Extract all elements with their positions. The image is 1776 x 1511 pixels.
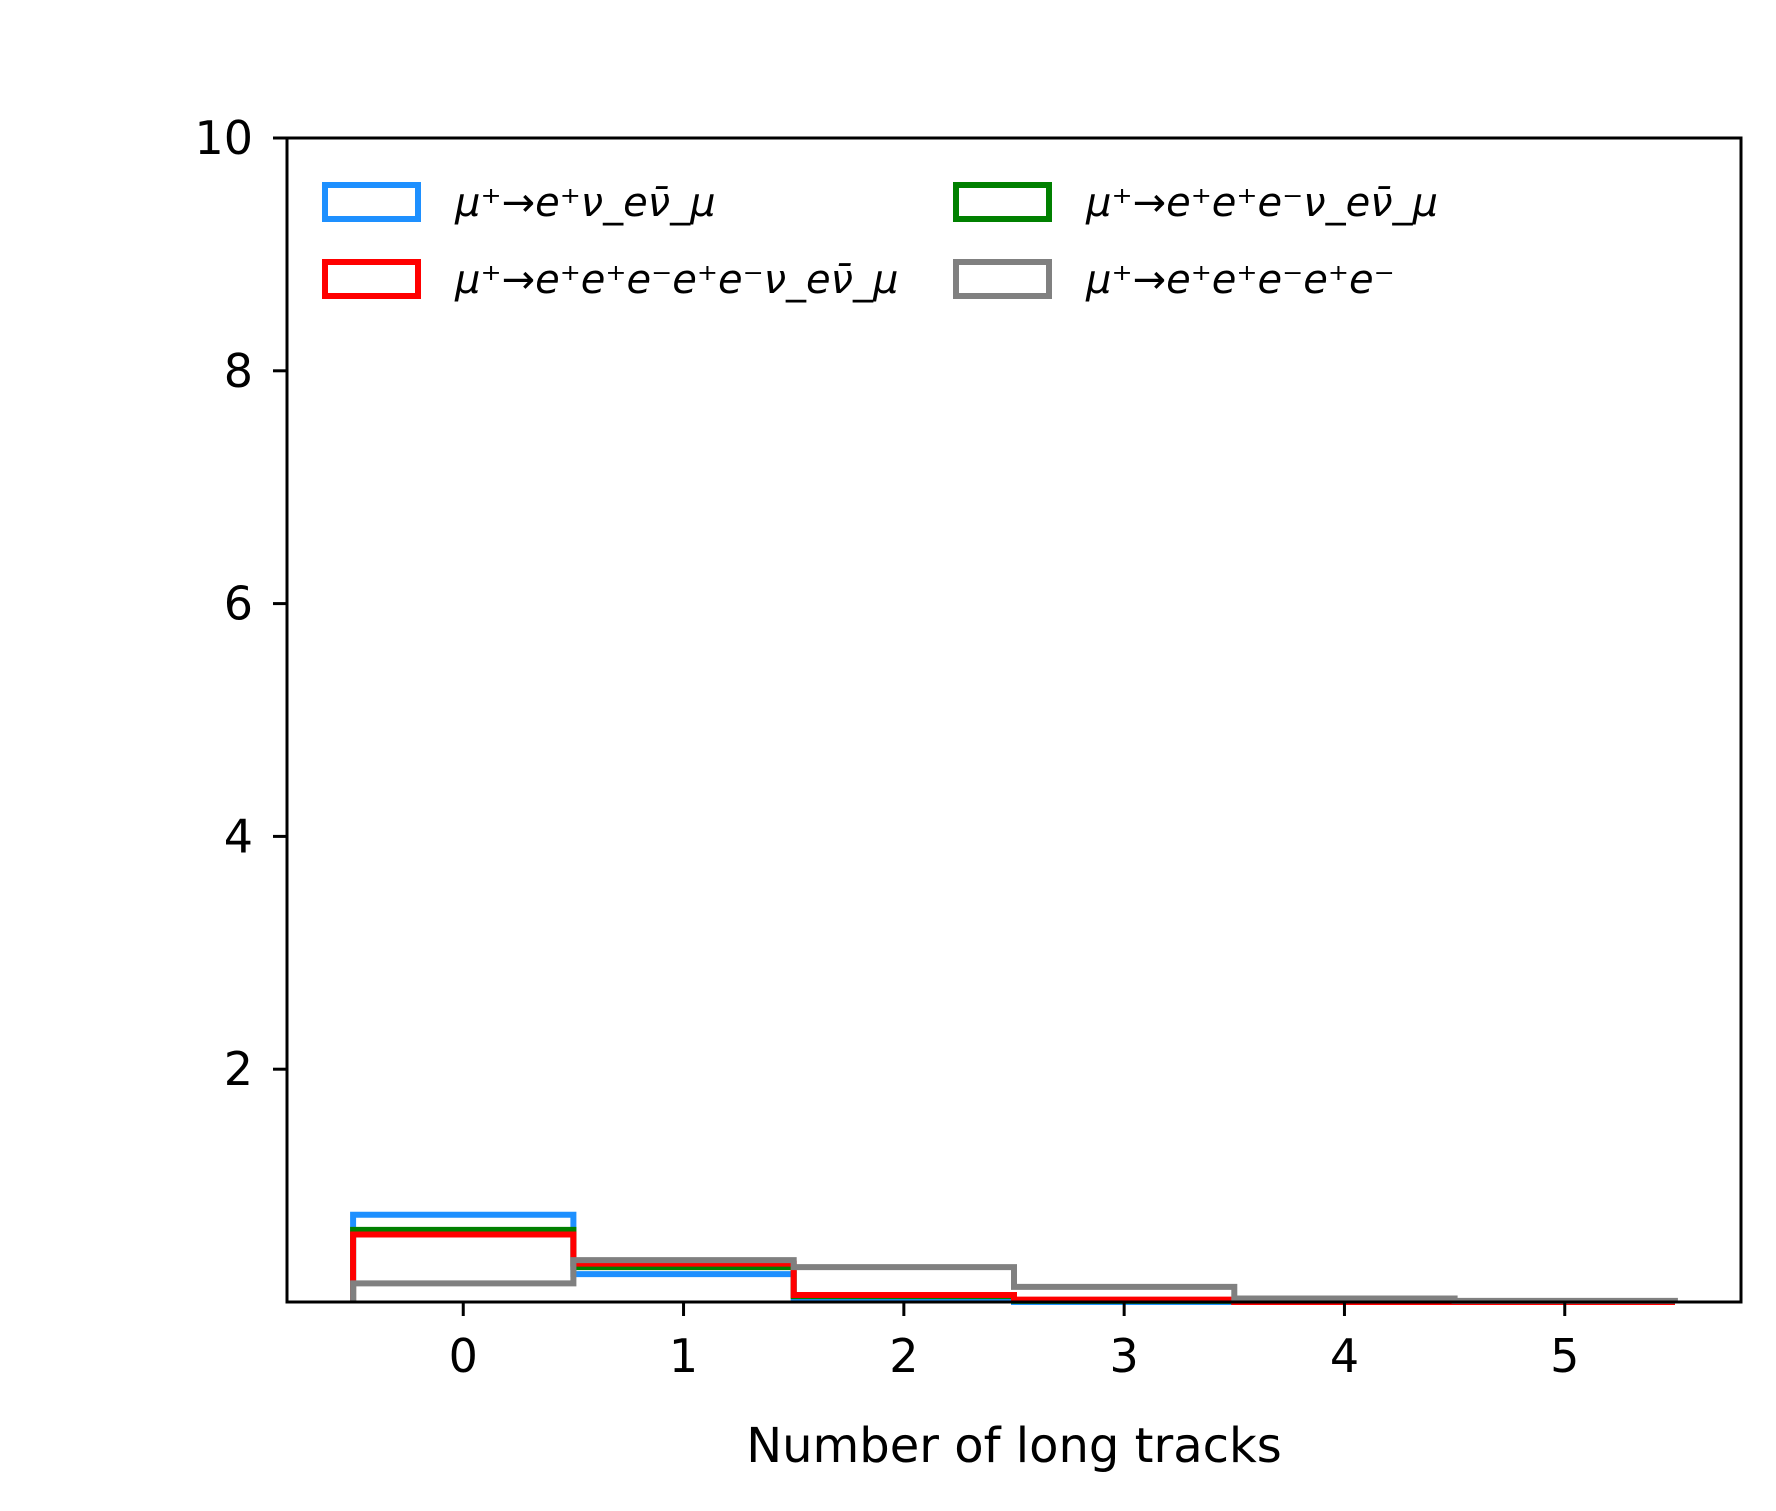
legend-swatch-1 <box>953 182 1052 222</box>
legend-swatch-3 <box>953 259 1052 299</box>
series-3-histogram <box>350 1257 1678 1304</box>
legend-item-1: μ⁺→e⁺e⁺e⁻ν_eν̄_μ <box>953 180 1438 226</box>
legend: μ⁺→e⁺ν_eν̄_μ μ⁺→e⁺e⁺e⁻ν_eν̄_μ μ⁺→e⁺e⁺e⁻e⁺e… <box>322 180 1438 303</box>
x-tick-label-5: 5 <box>1550 1329 1579 1383</box>
legend-label-3: μ⁺→e⁺e⁺e⁻e⁺e⁻ <box>1085 257 1395 303</box>
legend-item-0: μ⁺→e⁺ν_eν̄_μ <box>322 180 716 226</box>
legend-label-0: μ⁺→e⁺ν_eν̄_μ <box>454 180 716 226</box>
legend-label-2: μ⁺→e⁺e⁺e⁻e⁺e⁻ν_eν̄_μ <box>454 257 898 303</box>
x-tick-label-1: 1 <box>669 1329 698 1383</box>
y-tick-label-4: 10 <box>194 111 253 165</box>
legend-swatch-2 <box>322 259 421 299</box>
y-tick-label-0: 2 <box>224 1042 253 1096</box>
series-3 <box>350 1257 1678 1304</box>
y-tick-label-1: 4 <box>224 809 253 863</box>
x-tick-label-3: 3 <box>1110 1329 1139 1383</box>
y-tick-label-3: 8 <box>224 344 253 398</box>
legend-swatch-0 <box>322 182 421 222</box>
x-tick-label-2: 2 <box>889 1329 918 1383</box>
x-tick-label-4: 4 <box>1330 1329 1359 1383</box>
legend-item-3: μ⁺→e⁺e⁺e⁻e⁺e⁻ <box>953 257 1395 303</box>
y-tick-label-2: 6 <box>224 577 253 631</box>
tick-layer: 0 1 2 3 4 5 2 4 6 8 10 <box>194 111 1579 1383</box>
legend-item-2: μ⁺→e⁺e⁺e⁻e⁺e⁻ν_eν̄_μ <box>322 257 898 303</box>
histogram-layer <box>350 1211 1678 1305</box>
legend-label-1: μ⁺→e⁺e⁺e⁻ν_eν̄_μ <box>1085 180 1438 226</box>
axes-frame <box>285 136 1743 1304</box>
x-axis-label: Number of long tracks <box>746 1418 1282 1474</box>
x-tick-label-0: 0 <box>449 1329 478 1383</box>
